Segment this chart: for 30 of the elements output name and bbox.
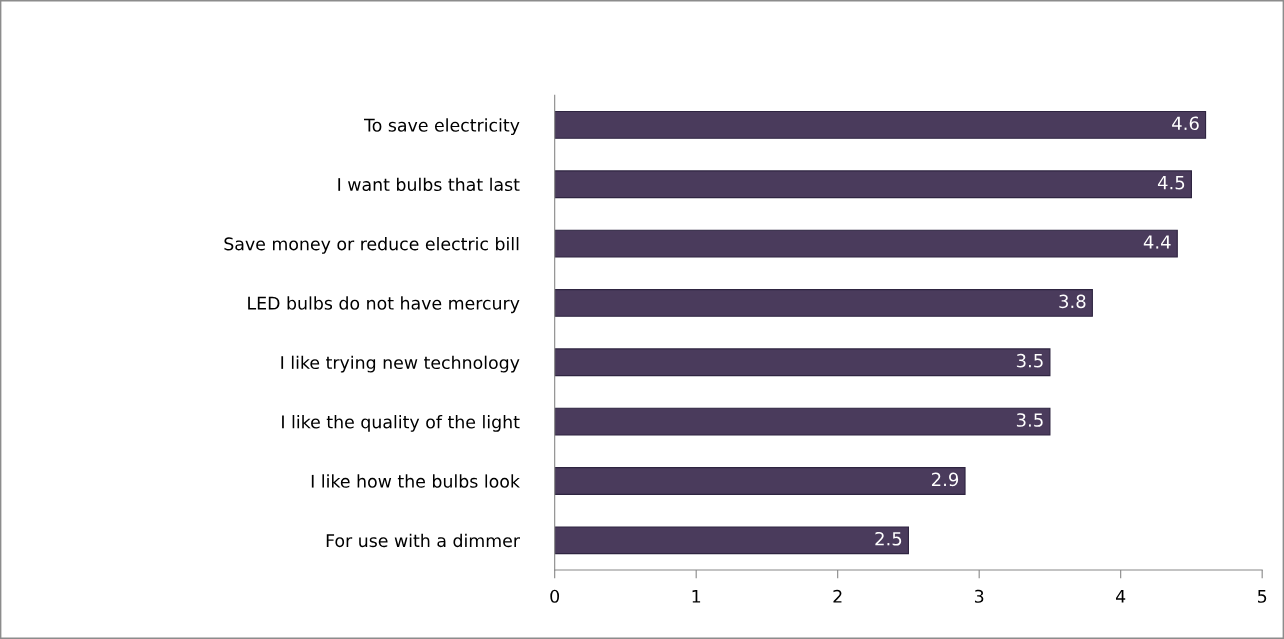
bar: [554, 348, 1051, 377]
bar: [554, 110, 1207, 139]
bar: [554, 467, 966, 495]
y-tick-label: I like trying new technology: [281, 355, 520, 373]
x-tick-label: 2: [833, 589, 842, 603]
data-label: 4.6: [1172, 116, 1199, 131]
data-label: 4.5: [1157, 176, 1185, 190]
y-tick-label: For use with a dimmer: [326, 533, 520, 548]
data-label: 3.5: [1016, 353, 1043, 368]
data-label: 4.4: [1143, 235, 1171, 249]
bar: [554, 170, 1192, 199]
y-tick-label: I like how the bulbs look: [311, 474, 520, 488]
bar: [554, 407, 1051, 436]
x-tick-label: 3: [974, 589, 984, 603]
y-tick-label: I want bulbs that last: [338, 177, 520, 192]
y-tick-label: To save electricity: [364, 118, 520, 136]
x-tick-label: 4: [1116, 589, 1126, 603]
y-tick-label: LED bulbs do not have mercury: [248, 296, 520, 314]
data-label: 2.9: [931, 472, 959, 487]
bar: [554, 229, 1178, 258]
bar: [554, 526, 909, 555]
data-label: 2.5: [875, 531, 902, 546]
x-tick-label: 1: [692, 589, 701, 603]
data-label: 3.5: [1016, 413, 1043, 427]
y-tick-label: Save money or reduce electric bill: [224, 236, 519, 254]
x-tick-label: 5: [1257, 589, 1267, 603]
y-tick-label: I like the quality of the light: [282, 415, 520, 432]
data-label: 3.8: [1059, 294, 1086, 309]
x-tick-label: 0: [550, 589, 560, 603]
bar: [554, 289, 1093, 317]
